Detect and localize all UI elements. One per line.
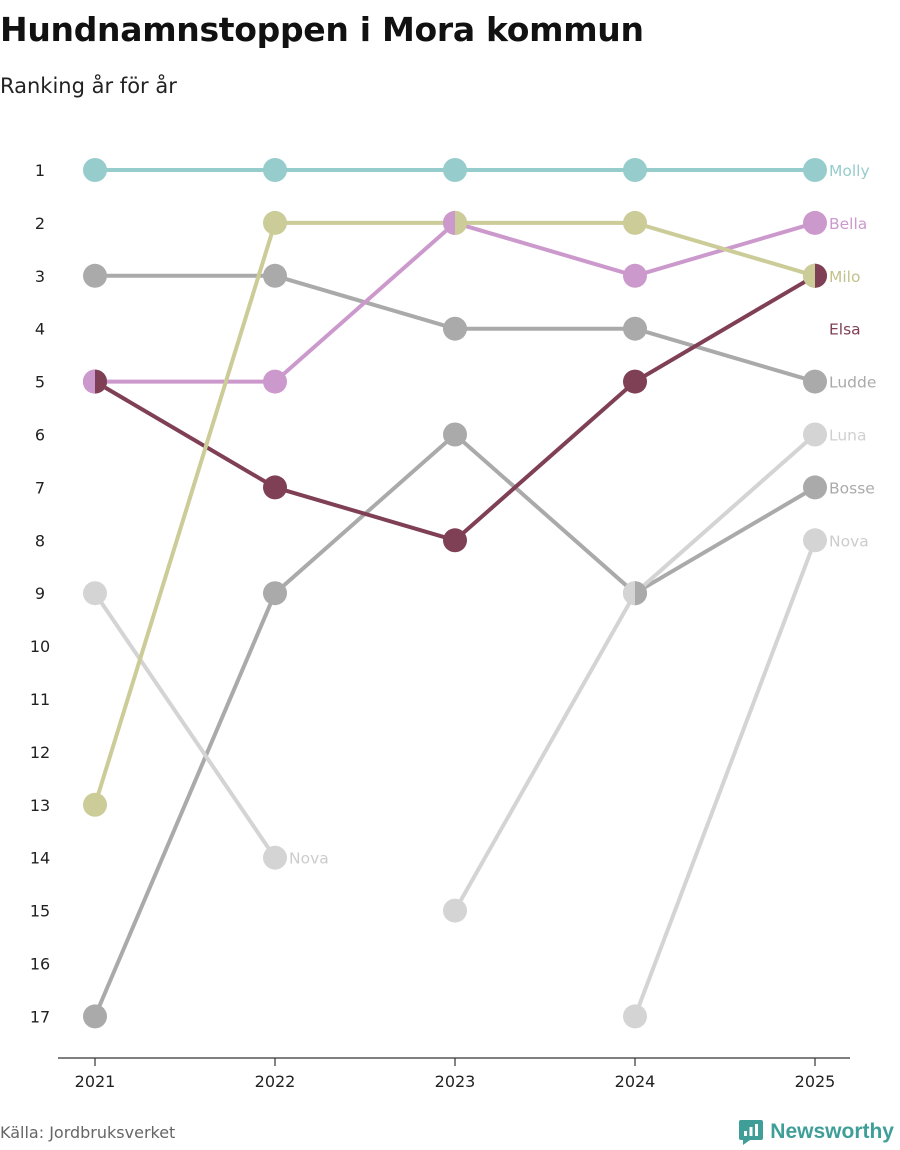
label-ludde: Ludde <box>829 374 876 392</box>
point-molly <box>443 158 467 182</box>
line-nova <box>633 539 817 1018</box>
point-milo <box>623 210 647 235</box>
point-ludde <box>443 316 467 341</box>
x-tick-label: 2023 <box>435 1072 476 1091</box>
point-luna <box>443 898 467 923</box>
split-point-right <box>635 581 647 606</box>
y-tick-label: 2 <box>35 214 45 233</box>
split-point-right <box>455 210 467 235</box>
line-milo <box>93 220 816 806</box>
point-milo <box>263 210 287 235</box>
point-bella <box>263 369 287 394</box>
point-bosse <box>803 475 827 500</box>
point-nova <box>263 845 287 870</box>
y-tick-label: 4 <box>35 320 45 339</box>
brand-name: Newsworthy <box>770 1120 894 1143</box>
y-tick-label: 13 <box>30 796 50 815</box>
point-molly <box>803 158 827 182</box>
point-molly <box>83 158 107 182</box>
point-nova <box>803 528 827 553</box>
label-milo: Milo <box>829 268 860 286</box>
y-tick-label: 9 <box>35 584 45 603</box>
chart-title: Hundnamnstoppen i Mora kommun <box>0 10 644 49</box>
y-tick-label: 16 <box>30 955 50 974</box>
label-nova: Nova <box>829 532 869 550</box>
split-point-right <box>95 369 107 394</box>
point-ludde <box>623 316 647 341</box>
point-elsa <box>443 528 467 553</box>
x-tick-label: 2022 <box>255 1072 296 1091</box>
source-note: Källa: Jordbruksverket <box>0 1123 176 1142</box>
y-tick-label: 8 <box>35 531 45 550</box>
split-point-right <box>815 263 828 288</box>
brand-logo[interactable]: Newsworthy <box>738 1118 894 1146</box>
point-bosse <box>443 422 467 447</box>
label-elsa: Elsa <box>829 321 861 339</box>
y-tick-label: 6 <box>35 426 45 445</box>
point-molly <box>623 158 647 182</box>
label-bella: Bella <box>829 215 867 233</box>
point-bosse <box>263 581 287 606</box>
line-elsa <box>93 274 817 543</box>
y-tick-label: 17 <box>30 1007 50 1026</box>
y-tick-label: 14 <box>30 849 50 868</box>
point-luna <box>803 422 827 447</box>
split-point-left <box>623 581 635 606</box>
y-tick-label: 3 <box>35 267 45 286</box>
point-bella <box>803 210 827 235</box>
split-point-left <box>83 369 95 394</box>
x-axis: 2021 2022 2023 2024 2025 <box>75 1058 836 1091</box>
newsworthy-icon <box>739 1120 764 1145</box>
point-bosse <box>83 1004 107 1029</box>
point-nova <box>623 1004 647 1029</box>
point-bella <box>623 263 647 288</box>
y-tick-label: 10 <box>30 637 50 656</box>
point-ludde <box>803 369 827 394</box>
line-luna <box>453 432 817 912</box>
line-bella <box>95 220 816 384</box>
line-nova <box>93 592 277 859</box>
point-milo <box>83 792 107 817</box>
x-tick-label: 2021 <box>75 1072 116 1091</box>
series-labels: Ludde Bosse Luna Nova Nova Elsa Bella Milo Molly <box>289 162 876 868</box>
point-elsa <box>263 475 287 500</box>
y-tick-label: 15 <box>30 902 50 921</box>
y-tick-label: 1 <box>35 161 45 180</box>
y-tick-label: 11 <box>30 690 50 709</box>
series-lines <box>93 168 817 1018</box>
y-tick-label: 7 <box>35 478 45 497</box>
point-ludde <box>83 263 107 288</box>
label-luna: Luna <box>829 427 867 445</box>
label-nova: Nova <box>289 850 329 868</box>
line-bosse <box>93 432 817 1018</box>
split-point-left <box>443 210 455 235</box>
point-nova <box>83 581 107 606</box>
chart-subtitle: Ranking år för år <box>0 74 177 98</box>
label-molly: Molly <box>829 162 870 180</box>
y-tick-label: 5 <box>35 373 45 392</box>
point-molly <box>263 158 287 182</box>
point-elsa <box>623 369 647 394</box>
point-ludde <box>263 263 287 288</box>
series-points <box>83 158 828 1029</box>
x-tick-label: 2025 <box>795 1072 836 1091</box>
y-tick-label: 12 <box>30 743 50 762</box>
label-bosse: Bosse <box>829 479 875 497</box>
x-tick-label: 2024 <box>615 1072 656 1091</box>
split-point-left <box>803 263 815 288</box>
